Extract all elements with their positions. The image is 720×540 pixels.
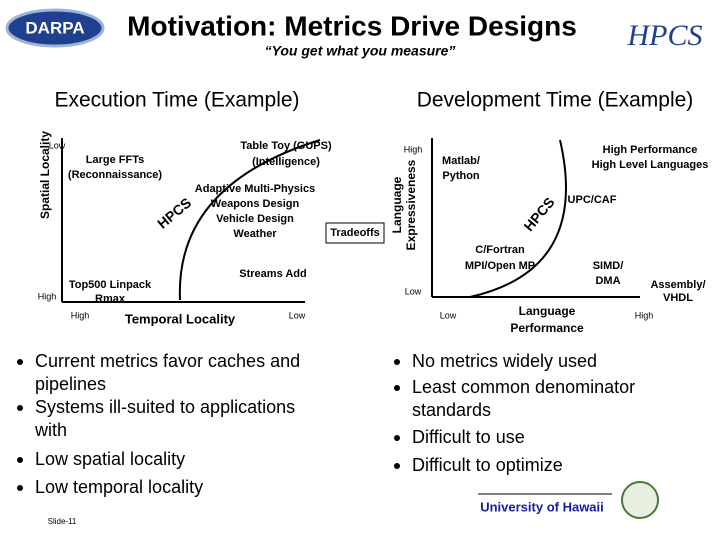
bullet-text: Least common denominator [412, 377, 635, 397]
diagram-item: C/Fortran [475, 244, 525, 256]
bullet-dot [394, 359, 400, 365]
diagram-item: SIMD/ [593, 260, 624, 272]
hpcs-logo: HPCS [627, 19, 703, 52]
slide-subtitle: “You get what you measure” [265, 43, 456, 59]
darpa-logo-text: DARPA [25, 18, 84, 37]
diagram-item: Assembly/ [650, 279, 705, 291]
slide-number: Slide-11 [48, 517, 77, 526]
diagram-item: Matlab/ [442, 155, 480, 167]
diagram-item: DMA [595, 275, 620, 287]
bullet-text: Low spatial locality [35, 449, 185, 469]
diagram-item: Top500 Linpack [69, 279, 152, 291]
diagram-item: Weather [233, 228, 277, 240]
diagram-item: High Level Languages [592, 159, 709, 171]
y-axis-label: Expressiveness [404, 159, 418, 250]
diagram-item: (Reconnaissance) [68, 169, 162, 181]
y-axis-high: High [404, 144, 423, 154]
bullet-text: Systems ill-suited to applications [35, 397, 295, 417]
darpa-logo [5, 8, 105, 48]
bullet-dot [394, 435, 400, 441]
panel-heading: Execution Time (Example) [54, 89, 299, 112]
bullet-text: Current metrics favor caches and [35, 351, 300, 371]
diagram-item: Rmax [95, 293, 126, 305]
diagram-item: Large FFTs [86, 154, 144, 166]
x-axis-high: High [71, 310, 90, 320]
diagram-item: UPC/CAF [568, 194, 617, 206]
bullet-text: Difficult to use [412, 427, 525, 447]
diagram-item: (Intelligence) [252, 156, 320, 168]
y-axis-low: Low [405, 286, 422, 296]
bullet-text: with [34, 420, 67, 440]
diagram-item: Python [442, 170, 480, 182]
bullet-dot [17, 359, 23, 365]
x-axis-label: Temporal Locality [125, 311, 236, 326]
diagram-item: Weapons Design [211, 198, 300, 210]
bullet-text: pipelines [35, 374, 106, 394]
bullet-dot [394, 385, 400, 391]
diagram-item: Vehicle Design [216, 213, 294, 225]
bullet-text: Difficult to optimize [412, 455, 563, 475]
diagram-item: Adaptive Multi-Physics [195, 183, 315, 195]
x-axis-label: Performance [510, 321, 584, 335]
diagram-item: MPI/Open MP [465, 260, 535, 272]
bullet-dot [394, 463, 400, 469]
bullet-text: Low temporal locality [35, 477, 203, 497]
x-axis-low: Low [289, 310, 306, 320]
panel-heading: Development Time (Example) [417, 89, 694, 112]
x-axis-low: Low [440, 310, 457, 320]
diagram-item: Streams Add [239, 268, 306, 280]
tradeoff-curve [469, 139, 567, 298]
bullet-text: No metrics widely used [412, 351, 597, 371]
hpcs-label: HPCS [520, 194, 557, 234]
tradeoff-curve [178, 139, 321, 301]
diagram-item: VHDL [663, 292, 693, 304]
tradeoffs-box [325, 222, 385, 244]
bullet-dot [17, 405, 23, 411]
bullet-dot [17, 485, 23, 491]
slide-title: Motivation: Metrics Drive Designs [127, 10, 577, 41]
seal [621, 481, 659, 519]
bullet-text: standards [412, 400, 491, 420]
x-axis-high: High [635, 310, 654, 320]
hpcs-label: HPCS [154, 194, 194, 231]
bullet-dot [17, 457, 23, 463]
x-axis-label: Language [519, 304, 576, 318]
y-axis-label: Language [390, 176, 404, 233]
university: University of Hawaii [480, 499, 604, 514]
y-axis-label: Spatial Locality [38, 131, 52, 219]
diagram-item: Table Toy (GUPS) [240, 140, 332, 152]
tradeoffs-label: Tradeoffs [330, 227, 380, 239]
y-axis-high: High [38, 291, 57, 301]
diagram-item: High Performance [603, 144, 698, 156]
y-axis-low: Low [49, 140, 66, 150]
